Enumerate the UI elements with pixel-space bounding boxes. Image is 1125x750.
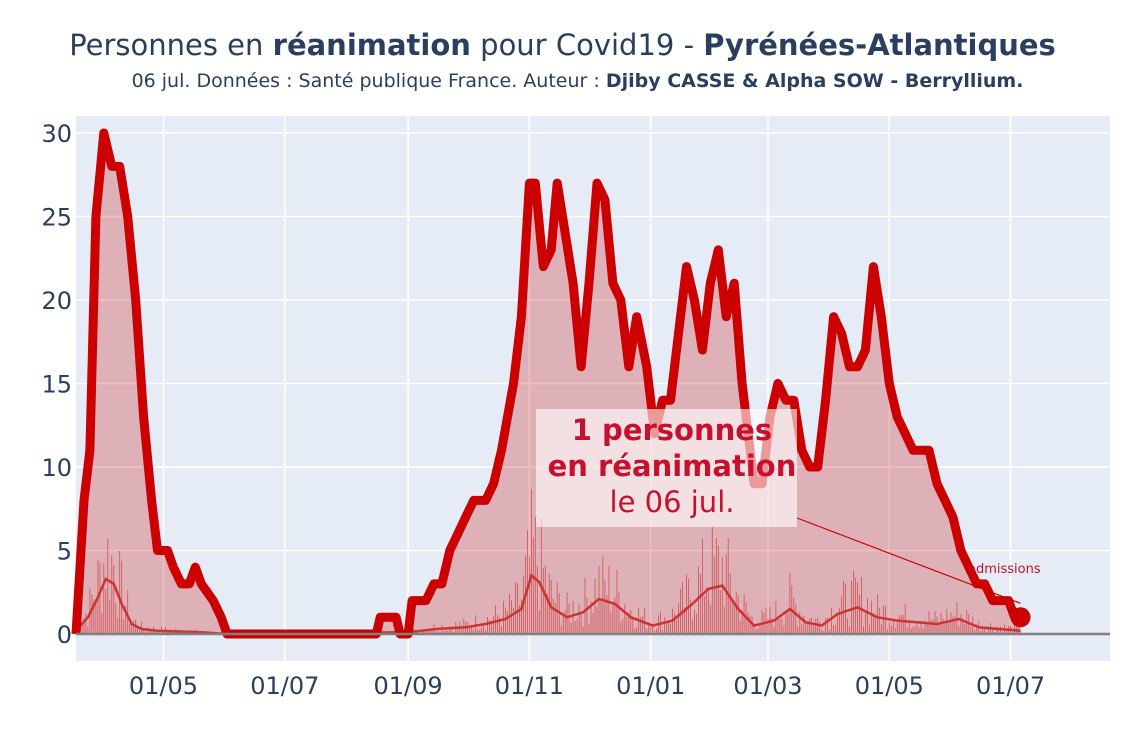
x-tick-label: 01/07: [976, 672, 1045, 700]
annotation-arrow: [796, 517, 1021, 604]
x-tick-label: 01/07: [250, 672, 319, 700]
y-tick-label: 10: [41, 454, 72, 482]
annotation-line-1: 1 personnes: [571, 413, 773, 447]
chart-subtitle: 06 jul. Données : Santé publique France.…: [131, 70, 1024, 92]
y-axis: 0 5 10 15 20 25 30: [41, 120, 72, 649]
y-tick-label: 0: [57, 621, 72, 649]
annotation-box: [536, 409, 797, 527]
y-tick-label: 5: [57, 538, 72, 566]
x-tick-label: 01/11: [495, 672, 564, 700]
x-tick-label: 01/01: [616, 672, 685, 700]
reanimation-line: [71, 128, 1021, 639]
y-tick-label: 30: [41, 120, 72, 148]
x-tick-label: 01/05: [129, 672, 198, 700]
x-tick-label: 01/09: [373, 672, 442, 700]
y-tick-label: 25: [41, 204, 72, 232]
annotation-text: 1 personnes en réanimation le 06 jul.: [536, 412, 808, 520]
last-value-marker: [1010, 607, 1031, 628]
annotation-line-2: en réanimation: [547, 449, 797, 483]
y-tick-label: 15: [41, 371, 72, 399]
admissions-label: admissions: [968, 562, 1041, 577]
y-tick-label: 20: [41, 287, 72, 315]
chart-title: Personnes en réanimation pour Covid19 - …: [69, 28, 1056, 62]
x-axis: 01/05 01/07 01/09 01/11 01/01 01/03 01/05 01/07: [129, 672, 1045, 700]
admissions-line: [75, 573, 1021, 636]
x-tick-label: 01/05: [855, 672, 924, 700]
x-tick-label: 01/03: [733, 672, 802, 700]
annotation-line-3: le 06 jul.: [609, 485, 735, 519]
